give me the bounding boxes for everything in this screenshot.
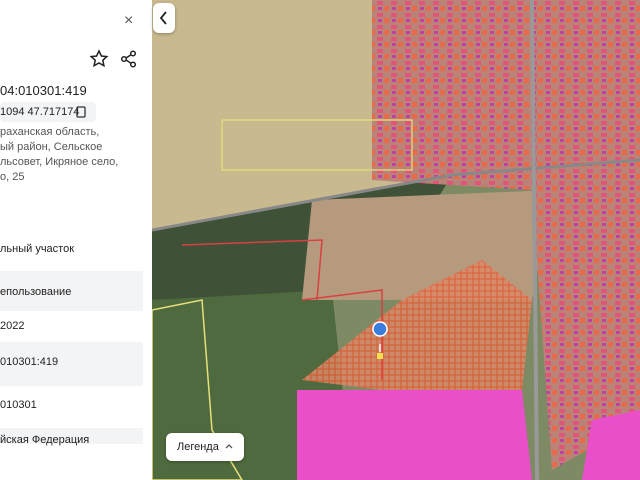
field-value: 010301: [0, 399, 37, 411]
field-row: [0, 342, 143, 386]
back-button[interactable]: [153, 3, 175, 33]
cadastral-number: 04:010301:419: [0, 83, 87, 98]
close-button[interactable]: ×: [124, 12, 134, 29]
selected-parcel: [377, 353, 383, 359]
road: [152, 158, 640, 232]
legend-button[interactable]: Легенда: [166, 433, 244, 461]
share-icon[interactable]: [119, 49, 139, 69]
sand-area: [302, 190, 552, 300]
caret-icon: [225, 444, 233, 449]
back-icon: [159, 11, 167, 25]
address-line: ый район, Сельское: [0, 141, 103, 153]
field-value: йская Федерация: [0, 434, 90, 446]
field-value: епользование: [0, 286, 72, 298]
address-line: о, 25: [0, 171, 25, 183]
copy-icon[interactable]: [74, 105, 88, 119]
info-panel: × 04:010301:419 1094 47.717174 раханская…: [0, 0, 152, 480]
parcel-block: [582, 410, 640, 480]
field-value: 2022: [0, 320, 25, 332]
boundary: [301, 289, 383, 380]
field-row: [0, 428, 143, 444]
map[interactable]: [152, 0, 640, 480]
road: [530, 0, 539, 480]
coordinates-chip: [0, 102, 96, 122]
boundary: [221, 119, 413, 171]
hatched-zone: [302, 260, 532, 390]
address-line: раханская область,: [0, 126, 100, 138]
field-row: [0, 271, 143, 311]
location-pin[interactable]: [372, 321, 388, 352]
dry-land: [152, 0, 412, 230]
parcel-block: [297, 390, 532, 480]
field-value: 010301:419: [0, 356, 59, 368]
address-line: льсовет, Икряное село,: [0, 156, 119, 168]
boundary: [181, 239, 323, 301]
favorite-icon[interactable]: [89, 49, 109, 69]
field-value: льный участок: [0, 243, 75, 255]
town: [372, 0, 640, 470]
coordinates: 1094 47.717174: [0, 106, 80, 118]
legend-label: Легенда: [177, 441, 219, 453]
